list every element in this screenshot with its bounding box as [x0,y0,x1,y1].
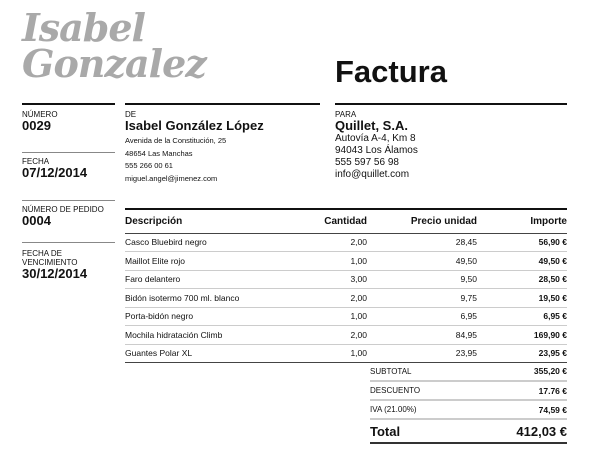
item-quantity: 2,00 [297,325,367,345]
total-row: Total 412,03 € [370,418,567,444]
meta-number: NÚMERO 0029 [22,110,58,133]
col-unit-price: Precio unidad [367,209,477,234]
items-table: Descripción Cantidad Precio unidad Impor… [125,208,567,363]
divider [22,200,115,201]
meta-order: NÚMERO DE PEDIDO 0004 [22,205,104,228]
item-amount: 6,95 € [477,307,567,326]
item-description: Mochila hidratación Climb [125,325,297,345]
to-block: PARA Quillet, S.A. Autovía A-4, Km 8 940… [335,110,418,180]
meta-date: FECHA 07/12/2014 [22,157,88,180]
item-quantity: 1,00 [297,307,367,326]
col-quantity: Cantidad [297,209,367,234]
table-row: Maillot Elite rojo 1,00 49,50 49,50 € [125,251,567,271]
item-quantity: 3,00 [297,270,367,289]
subtotal-row: SUBTOTAL 355,20 € [370,362,567,382]
totals-table: SUBTOTAL 355,20 € DESCUENTO 17.76 € IVA (2… [370,362,567,444]
item-description: Casco Bluebird negro [125,233,297,252]
discount-row: DESCUENTO 17.76 € [370,381,567,401]
table-row: Casco Bluebird negro 2,00 28,45 56,90 € [125,233,567,252]
item-unit-price: 9,50 [367,270,477,289]
item-quantity: 1,00 [297,251,367,271]
table-row: Mochila hidratación Climb 2,00 84,95 169,90… [125,325,567,345]
from-email-link[interactable]: miguel.angel@jimenez.com [125,173,218,183]
item-unit-price: 9,75 [367,288,477,308]
item-amount: 28,50 € [477,270,567,289]
col-description: Descripción [125,209,297,234]
table-header: Descripción Cantidad Precio unidad Impor… [125,209,567,234]
logo: Isabel Gonzalez [22,5,207,86]
table-row: Porta-bidón negro 1,00 6,95 6,95 € [125,307,567,326]
divider [22,103,115,105]
item-description: Faro delantero [125,270,297,289]
divider [22,242,115,243]
item-description: Porta-bidón negro [125,307,297,326]
item-description: Bidón isotermo 700 ml. blanco [125,288,297,308]
item-quantity: 1,00 [297,344,367,363]
divider [125,103,320,105]
item-amount: 49,50 € [477,251,567,271]
item-unit-price: 28,45 [367,233,477,252]
divider [335,103,567,105]
item-unit-price: 23,95 [367,344,477,363]
table-row: Guantes Polar XL 1,00 23,95 23,95 € [125,344,567,363]
meta-due-date: FECHA DE VENCIMIENTO 30/12/2014 [22,249,88,281]
page-title: Factura [335,54,447,89]
item-quantity: 2,00 [297,233,367,252]
item-description: Guantes Polar XL [125,344,297,363]
item-quantity: 2,00 [297,288,367,308]
divider [22,152,115,153]
item-amount: 23,95 € [477,344,567,363]
item-unit-price: 84,95 [367,325,477,345]
item-amount: 19,50 € [477,288,567,308]
col-amount: Importe [477,209,567,234]
from-block: DE Isabel González López Avenida de la C… [125,110,264,185]
to-email-link[interactable]: info@quillet.com [335,169,410,180]
table-row: Bidón isotermo 700 ml. blanco 2,00 9,75 19,… [125,288,567,308]
item-unit-price: 6,95 [367,307,477,326]
item-description: Maillot Elite rojo [125,251,297,271]
item-amount: 169,90 € [477,325,567,345]
item-amount: 56,90 € [477,233,567,252]
table-row: Faro delantero 3,00 9,50 28,50 € [125,270,567,289]
item-unit-price: 49,50 [367,251,477,271]
tax-row: IVA (21.00%) 74,59 € [370,400,567,420]
